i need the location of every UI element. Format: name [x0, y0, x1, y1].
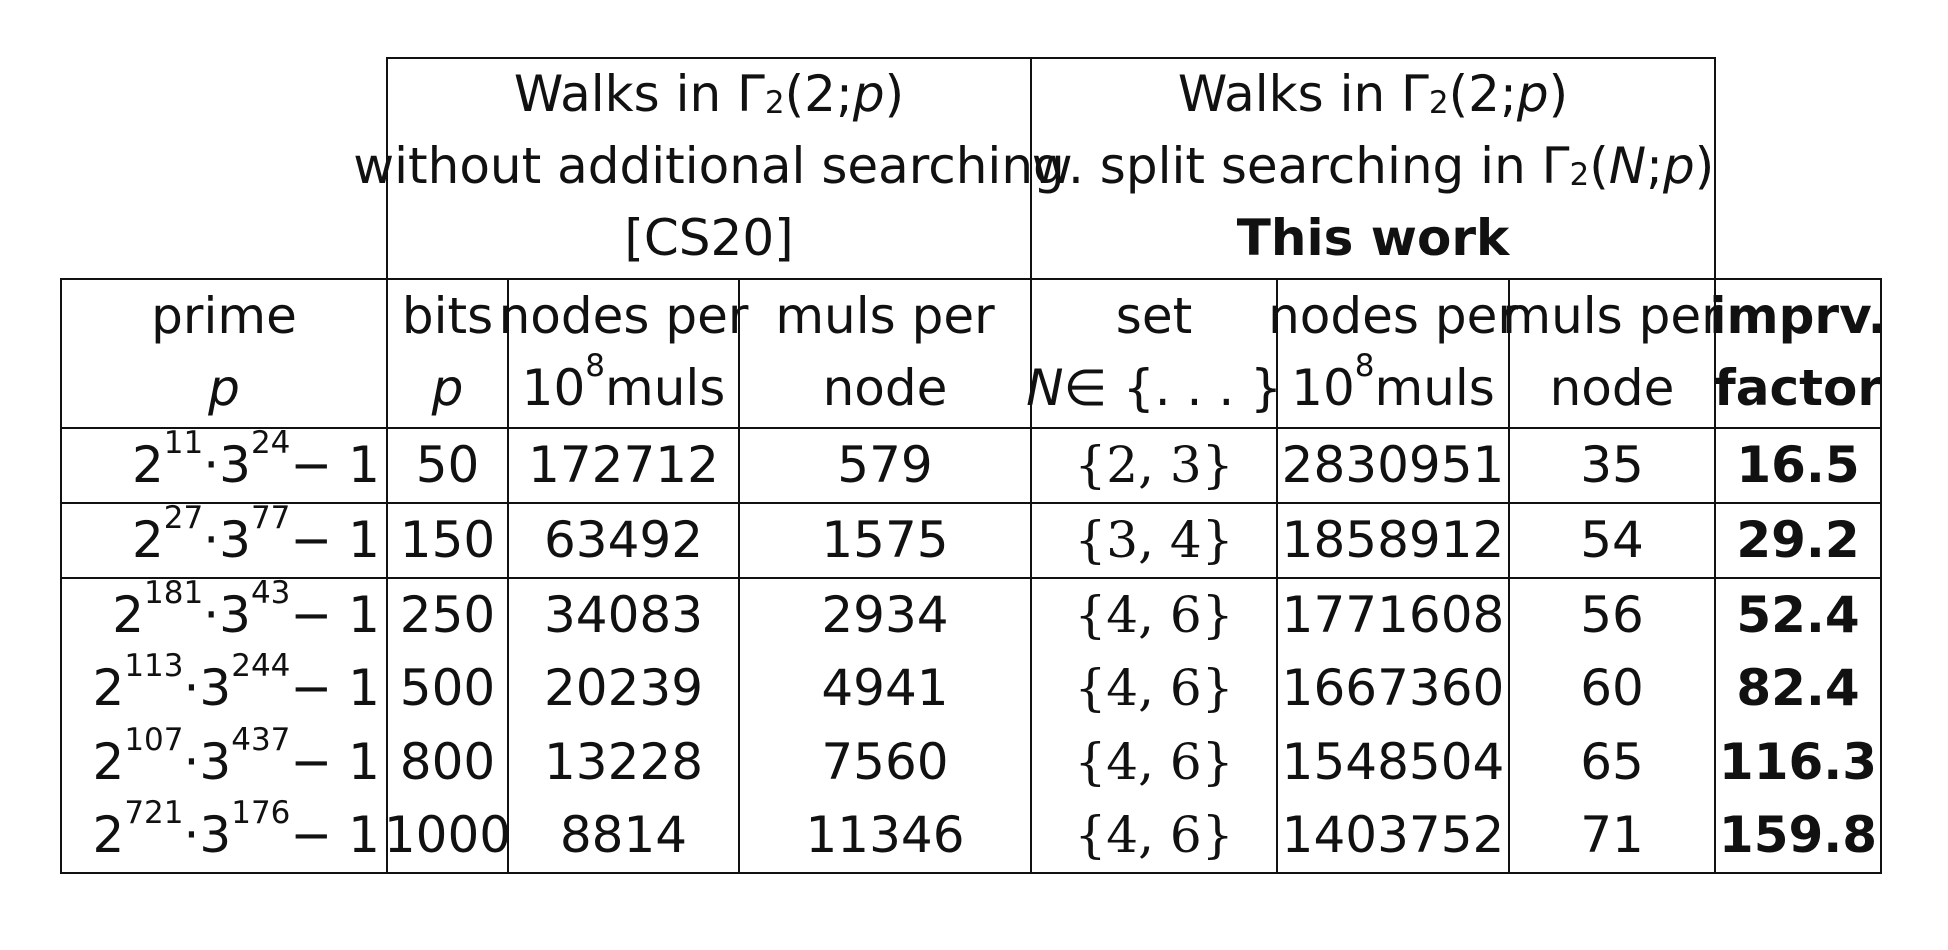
col-set-bottom: N ∈ {. . . }	[1026, 359, 1282, 417]
cell-muls-cs20: 4941	[821, 659, 949, 717]
col-bits-top: bits	[401, 287, 494, 345]
cell-muls-cs20: 11346	[805, 806, 965, 864]
rule-subheader	[60, 427, 1882, 429]
cell-imprv: 159.8	[1718, 806, 1878, 864]
vrule-muls-tw	[1714, 57, 1716, 874]
cell-prime: 2 27 · 3 77 − 1	[131, 499, 380, 569]
cell-prime: 2 181 · 3 43 − 1	[112, 574, 380, 644]
cell-imprv: 52.4	[1736, 586, 1860, 644]
cell-muls-cs20: 2934	[821, 586, 949, 644]
col-muls-tw-top: muls per	[1502, 287, 1722, 345]
cell-muls-tw: 35	[1580, 436, 1644, 494]
cell-muls-tw: 60	[1580, 659, 1644, 717]
cell-muls-tw: 54	[1580, 511, 1644, 569]
vrule-bits	[507, 278, 509, 874]
cell-set: {4, 6}	[1074, 733, 1234, 791]
cell-nodes-tw: 1858912	[1281, 511, 1505, 569]
cell-set: {4, 6}	[1074, 806, 1234, 864]
rule-row2	[60, 577, 1882, 579]
cell-muls-cs20: 579	[837, 436, 933, 494]
cell-bits: 50	[415, 436, 480, 494]
cell-muls-tw: 71	[1580, 806, 1644, 864]
cell-imprv: 29.2	[1736, 511, 1860, 569]
col-prime-top: prime	[151, 287, 297, 345]
cell-imprv: 116.3	[1718, 733, 1878, 791]
col-bits-bottom: p	[431, 359, 464, 417]
cell-set: {4, 6}	[1074, 659, 1234, 717]
cell-nodes-cs20: 63492	[543, 511, 704, 569]
cell-prime: 2 107 · 3 437 − 1	[92, 721, 380, 791]
col-nodes-cs20-bottom: 10 8 muls	[521, 347, 726, 417]
cell-nodes-tw: 1548504	[1281, 733, 1505, 791]
col-muls-cs20-bottom: node	[822, 359, 948, 417]
cell-nodes-cs20: 172712	[528, 436, 719, 494]
rule-row1	[60, 502, 1882, 504]
cell-nodes-cs20: 13228	[543, 733, 704, 791]
vrule-left	[60, 278, 62, 874]
cell-prime: 2 11 · 3 24 − 1	[131, 424, 380, 494]
vrule-group-split	[1030, 57, 1032, 874]
cell-imprv: 16.5	[1736, 436, 1860, 494]
cell-bits: 500	[399, 659, 496, 717]
cell-bits: 1000	[383, 806, 512, 864]
rule-header	[60, 278, 1882, 280]
vrule-set	[1276, 278, 1278, 874]
cell-muls-cs20: 7560	[821, 733, 949, 791]
cell-bits: 800	[399, 733, 496, 791]
cell-nodes-tw: 1667360	[1281, 659, 1505, 717]
vrule-right	[1880, 278, 1882, 874]
group-this-work-subtitle: w. split searching in Γ 2(N; p)	[1031, 137, 1715, 195]
rule-top	[387, 57, 1715, 59]
cell-muls-tw: 65	[1580, 733, 1644, 791]
cell-bits: 250	[399, 586, 496, 644]
col-imprv-top: imprv.	[1709, 287, 1887, 345]
col-nodes-tw-bottom: 10 8 muls	[1291, 347, 1495, 417]
col-set-top: set	[1115, 287, 1193, 345]
cell-prime: 2 721 · 3 176 − 1	[92, 794, 380, 864]
col-imprv-bottom: factor	[1713, 359, 1883, 417]
group-this-work-label: This work	[1236, 209, 1510, 267]
vrule-nodes-tw	[1508, 278, 1510, 874]
cell-muls-cs20: 1575	[821, 511, 949, 569]
col-nodes-cs20-top: nodes per	[498, 287, 749, 345]
cell-nodes-tw: 1771608	[1281, 586, 1505, 644]
group-cs20-title: Walks in Γ 2 (2; p)	[513, 65, 905, 123]
cell-nodes-tw: 1403752	[1281, 806, 1505, 864]
cell-set: {3, 4}	[1074, 511, 1234, 569]
cell-nodes-cs20: 34083	[543, 586, 704, 644]
cell-nodes-cs20: 8814	[559, 806, 688, 864]
col-muls-tw-bottom: node	[1549, 359, 1675, 417]
group-cs20-citation: [CS20]	[624, 209, 794, 267]
cell-set: {2, 3}	[1074, 436, 1234, 494]
rule-bottom	[60, 872, 1882, 874]
cell-nodes-cs20: 20239	[543, 659, 704, 717]
group-cs20-subtitle: without additional searching	[353, 137, 1065, 195]
col-nodes-tw-top: nodes per	[1268, 287, 1518, 345]
vrule-nodes-cs20	[738, 278, 740, 874]
cell-bits: 150	[399, 511, 496, 569]
group-this-work-title: Walks in Γ 2 (2; p)	[1177, 65, 1569, 123]
cell-muls-tw: 56	[1580, 586, 1644, 644]
cell-imprv: 82.4	[1736, 659, 1860, 717]
cell-set: {4, 6}	[1074, 586, 1234, 644]
col-prime-bottom: p	[208, 359, 240, 417]
vrule-prime	[386, 57, 388, 874]
col-muls-cs20-top: muls per	[775, 287, 995, 345]
cell-nodes-tw: 2830951	[1281, 436, 1505, 494]
cell-prime: 2 113 · 3 244 − 1	[92, 647, 380, 717]
